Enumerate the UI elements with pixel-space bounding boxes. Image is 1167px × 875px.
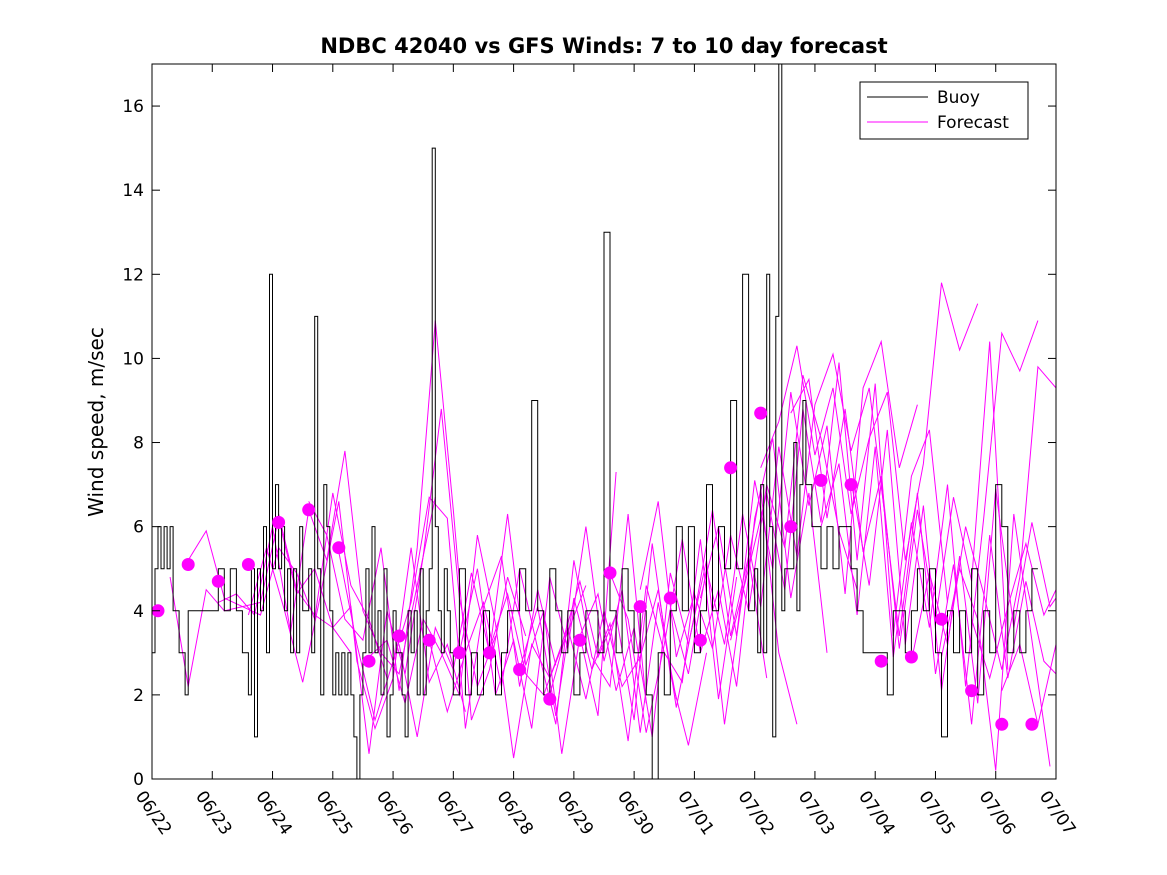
y-tick-label: 4 (133, 602, 144, 622)
chart-title: NDBC 42040 vs GFS Winds: 7 to 10 day for… (320, 34, 887, 58)
forecast-marker (814, 473, 828, 487)
legend-forecast-label: Forecast (937, 113, 1009, 133)
forecast-marker (663, 591, 677, 605)
forecast-marker (302, 503, 316, 517)
axes-box (151, 63, 1057, 780)
legend: Buoy Forecast (859, 81, 1029, 140)
forecast-marker (784, 520, 798, 534)
forecast-run-line (941, 513, 1051, 771)
forecast-marker (965, 684, 979, 698)
y-axis-label: Wind speed, m/sec (84, 327, 108, 517)
legend-box (859, 81, 1029, 140)
y-tick-label: 10 (122, 349, 144, 369)
forecast-marker (1025, 717, 1039, 731)
forecast-marker (874, 654, 888, 668)
forecast-marker (633, 600, 647, 614)
forecast-marker (693, 633, 707, 647)
y-tick-label: 0 (133, 770, 144, 790)
forecast-marker (513, 663, 527, 677)
series-group (152, 64, 1056, 779)
forecast-marker (272, 515, 286, 529)
forecast-marker (724, 461, 738, 475)
forecast-run-line (699, 339, 918, 637)
forecast-marker (362, 654, 376, 668)
y-tick-label: 8 (133, 434, 144, 454)
forecast-marker (573, 633, 587, 647)
forecast-marker (483, 646, 496, 660)
y-tick-label: 16 (122, 97, 144, 117)
y-tick-label: 2 (133, 686, 144, 706)
forecast-marker (211, 574, 225, 588)
legend-buoy-label: Buoy (937, 88, 980, 108)
forecast-marker (241, 558, 255, 571)
forecast-run-line (850, 429, 1056, 704)
forecast-marker (543, 692, 557, 706)
forecast-run-line (338, 496, 557, 729)
buoy-series-line (152, 64, 1038, 779)
forecast-run-line (1001, 642, 1056, 725)
forecast-marker (181, 558, 195, 571)
plot-area (151, 64, 1056, 779)
forecast-run-line (519, 539, 738, 742)
forecast-marker (844, 478, 858, 492)
forecast-marker (754, 406, 768, 420)
forecast-marker (452, 646, 466, 660)
forecast-run-line (971, 541, 1056, 680)
forecast-run-line (820, 320, 1039, 687)
forecast-marker (603, 566, 617, 580)
forecast-marker (935, 612, 948, 626)
forecast-marker (904, 650, 918, 664)
y-tick-label: 6 (133, 518, 144, 538)
forecast-run-line (549, 509, 768, 708)
y-tick-label: 14 (122, 181, 144, 201)
forecast-marker (332, 541, 346, 555)
forecast-marker (422, 633, 436, 647)
y-tick-label: 12 (122, 265, 144, 285)
forecast-run-line (760, 282, 979, 561)
forecast-run-line (308, 320, 527, 721)
forecast-marker (392, 629, 406, 643)
forecast-marker (995, 717, 1009, 731)
